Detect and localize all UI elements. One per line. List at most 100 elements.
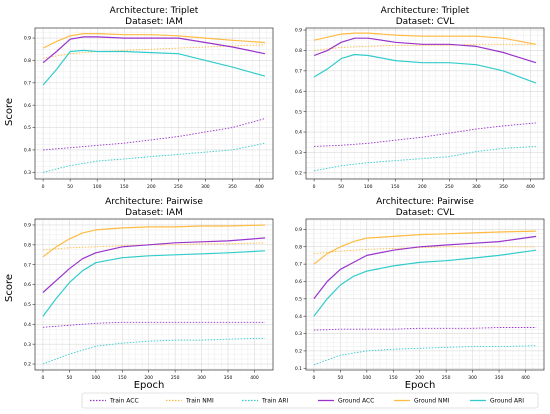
series-line-train-ari — [314, 145, 536, 172]
series-line-train-ari — [42, 142, 265, 173]
chart-title-line2: Dataset: CVL — [396, 17, 455, 27]
x-tick-label: 300 — [197, 375, 206, 381]
x-tick-label: 400 — [526, 184, 535, 190]
chart-title-line1: Architecture: Triplet — [381, 6, 470, 16]
legend-item-ground-ari: Ground ARI — [470, 398, 524, 405]
legend: Train ACC Train NMI Train ARI Ground ACC Gro… — [81, 392, 539, 409]
legend-item-train-acc: Train ACC — [90, 398, 139, 405]
x-tick-label: 150 — [118, 375, 127, 381]
y-tick-label: 0.3 — [295, 150, 302, 156]
chart-title-line1: Architecture: Pairwise — [105, 197, 203, 207]
x-axis-label-right: Epoch — [405, 380, 436, 391]
y-tick-label: 0.4 — [295, 314, 302, 320]
y-tick-label: 0.7 — [24, 262, 31, 268]
plot-frame — [34, 27, 274, 180]
y-tick-label: 0.9 — [295, 227, 302, 233]
y-tick-label: 0.9 — [295, 28, 302, 34]
x-tick-label: 300 — [201, 184, 210, 190]
x-tick-label: 400 — [255, 184, 264, 190]
x-tick-label: 100 — [93, 184, 102, 190]
y-tick-label: 0.8 — [295, 244, 302, 250]
y-tick-label: 0.8 — [295, 48, 302, 54]
x-tick-label: 400 — [521, 375, 530, 381]
x-tick-label: 150 — [389, 375, 398, 381]
series-line-train-nmi — [43, 44, 265, 59]
series-line-train-nmi — [314, 43, 536, 51]
legend-label: Ground ARI — [490, 398, 524, 405]
legend-label: Train ARI — [261, 398, 289, 405]
legend-label: Train NMI — [185, 398, 214, 405]
x-tick-label: 50 — [338, 184, 344, 190]
x-tick-label: 400 — [250, 375, 259, 381]
series-line-ground-acc — [313, 235, 537, 300]
x-tick-label: 350 — [228, 184, 237, 190]
y-tick-label: 0.9 — [24, 223, 31, 229]
x-tick-label: 50 — [67, 375, 73, 381]
y-tick-label: 0.6 — [24, 282, 31, 288]
y-tick-label: 0.6 — [295, 279, 302, 285]
y-tick-label: 0.5 — [24, 125, 31, 131]
y-tick-label: 0.7 — [295, 68, 302, 74]
y-tick-label: 0.5 — [295, 109, 302, 115]
y-tick-label: 0.2 — [24, 362, 31, 368]
x-tick-label: 100 — [92, 375, 101, 381]
series-line-ground-acc — [42, 237, 266, 293]
x-tick-label: 150 — [391, 184, 400, 190]
x-tick-label: 100 — [363, 375, 372, 381]
series-line-ground-ari — [313, 53, 537, 84]
y-tick-label: 0.5 — [24, 302, 31, 308]
x-tick-label: 350 — [499, 184, 508, 190]
y-tick-label: 0.8 — [24, 58, 31, 64]
x-tick-label: 200 — [418, 184, 427, 190]
x-tick-label: 0 — [42, 184, 45, 190]
y-tick-label: 0.6 — [24, 103, 31, 109]
grid — [35, 219, 273, 370]
y-tick-label: 0.2 — [295, 170, 302, 176]
series-line-train-acc — [42, 321, 266, 328]
chart-title-line1: Architecture: Pairwise — [376, 197, 474, 207]
series-line-train-acc — [314, 122, 536, 147]
x-tick-label: 200 — [415, 375, 424, 381]
series-line-train-ari — [42, 337, 266, 365]
series-line-ground-acc — [42, 36, 266, 64]
series-line-ground-nmi — [42, 32, 265, 49]
series-line-train-acc — [313, 327, 537, 331]
x-tick-label: 200 — [147, 184, 156, 190]
x-axis-label-left: Epoch — [134, 380, 165, 391]
legend-item-ground-acc: Ground ACC — [318, 398, 374, 405]
y-tick-label: 0.3 — [24, 170, 31, 176]
series-line-ground-ari — [42, 49, 266, 86]
y-tick-label: 0.7 — [24, 80, 31, 86]
x-tick-label: 250 — [445, 184, 454, 190]
series-line-train-nmi — [313, 246, 537, 255]
chart-title-line2: Dataset: IAM — [125, 17, 183, 27]
legend-label: Ground NMI — [414, 398, 450, 405]
series-line-ground-nmi — [313, 230, 537, 265]
x-tick-label: 100 — [364, 184, 373, 190]
x-tick-label: 250 — [171, 375, 180, 381]
y-tick-label: 0.5 — [295, 296, 302, 302]
legend-item-train-nmi: Train NMI — [166, 398, 214, 405]
y-axis-label-top: Score — [4, 98, 15, 126]
x-tick-label: 350 — [224, 375, 233, 381]
series-line-ground-ari — [42, 250, 266, 317]
series-line-ground-nmi — [313, 32, 537, 45]
legend-label: Train ACC — [109, 398, 139, 405]
x-tick-label: 0 — [312, 375, 315, 381]
y-tick-label: 0.1 — [295, 366, 302, 372]
series-line-train-acc — [43, 118, 266, 151]
legend-label: Ground ACC — [338, 398, 374, 405]
x-tick-label: 250 — [442, 375, 451, 381]
x-tick-label: 300 — [468, 375, 477, 381]
series-line-train-ari — [313, 345, 537, 366]
y-tick-label: 0.3 — [24, 342, 31, 348]
x-tick-label: 0 — [41, 375, 44, 381]
y-tick-label: 0.8 — [24, 242, 31, 248]
x-tick-label: 150 — [120, 184, 129, 190]
legend-item-train-ari: Train ARI — [242, 398, 289, 405]
